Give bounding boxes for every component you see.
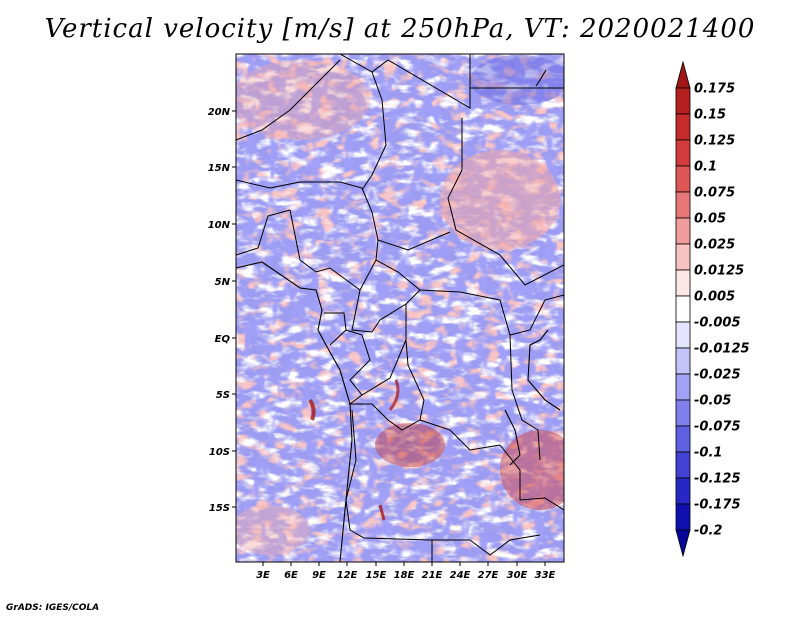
map-frame xyxy=(235,53,565,563)
colorbar-label: 0.025 xyxy=(694,238,735,253)
colorbar-swatch xyxy=(675,87,691,115)
colorbar-label: -0.025 xyxy=(694,368,741,383)
colorbar-swatch xyxy=(675,139,691,167)
colorbar-label: 0.125 xyxy=(694,134,735,149)
lon-label: 21E xyxy=(422,570,443,581)
velocity-field xyxy=(236,54,564,562)
colorbar-swatch xyxy=(675,217,691,245)
lon-label: 12E xyxy=(337,570,358,581)
colorbar-label: -0.005 xyxy=(694,316,741,331)
lat-label: 10N xyxy=(208,220,231,231)
lat-label: 15N xyxy=(208,163,231,174)
lat-label: 5S xyxy=(216,390,230,401)
map-title: Vertical velocity [m/s] at 250hPa, VT: 2… xyxy=(44,14,756,44)
colorbar-swatch xyxy=(675,451,691,479)
colorbar-label: -0.0125 xyxy=(694,342,750,357)
colorbar-label: 0.075 xyxy=(694,186,735,201)
lon-label: 3E xyxy=(256,570,270,581)
colorbar-swatch xyxy=(675,503,691,531)
colorbar-swatch xyxy=(675,243,691,271)
colorbar-label: 0.1 xyxy=(694,160,717,175)
lon-label: 15E xyxy=(366,570,387,581)
colorbar-swatch xyxy=(675,373,691,401)
coastlines xyxy=(236,69,561,562)
lon-label: 9E xyxy=(312,570,326,581)
lat-label: 10S xyxy=(209,447,230,458)
colorbar-label: 0.005 xyxy=(694,290,735,305)
colorbar-swatch xyxy=(675,165,691,193)
colorbar-swatch xyxy=(675,477,691,505)
colorbar-label: -0.175 xyxy=(694,498,741,513)
colorbar-label: -0.2 xyxy=(694,524,722,539)
lon-label: 33E xyxy=(535,570,556,581)
colorbar-label: -0.1 xyxy=(694,446,722,461)
lat-label: 15S xyxy=(209,503,230,514)
colorbar-label: -0.075 xyxy=(694,420,741,435)
colorbar-label: 0.175 xyxy=(694,82,735,97)
colorbar-swatch xyxy=(675,113,691,141)
colorbar-label: 0.05 xyxy=(694,212,726,227)
grads-credit: GrADS: IGES/COLA xyxy=(6,603,100,613)
country-borders xyxy=(236,54,564,562)
colorbar-label: 0.0125 xyxy=(694,264,744,279)
colorbar-swatch xyxy=(675,321,691,349)
lon-label: 24E xyxy=(450,570,471,581)
colorbar-swatch xyxy=(675,425,691,453)
lon-axis xyxy=(262,562,546,566)
lat-label: EQ xyxy=(215,334,231,345)
colorbar: 0.175 0.15 0.125 0.1 0.075 0.05 0.025 0.0125 0.0… xyxy=(675,60,750,558)
lon-label: 18E xyxy=(394,570,415,581)
colorbar-label: 0.15 xyxy=(694,108,726,123)
colorbar-swatch xyxy=(675,191,691,219)
colorbar-label: -0.05 xyxy=(694,394,731,409)
colorbar-swatch xyxy=(675,60,691,89)
colorbar-swatch xyxy=(675,529,691,558)
lat-axis xyxy=(232,110,236,508)
colorbar-swatch xyxy=(675,295,691,323)
colorbar-label: -0.125 xyxy=(694,472,741,487)
lon-label: 30E xyxy=(507,570,528,581)
lon-label: 6E xyxy=(284,570,298,581)
colorbar-swatch xyxy=(675,399,691,427)
lat-label: 20N xyxy=(208,107,231,118)
colorbar-swatch xyxy=(675,347,691,375)
lat-label: 5N xyxy=(215,277,231,288)
colorbar-swatch xyxy=(675,269,691,297)
lon-label: 27E xyxy=(478,570,499,581)
